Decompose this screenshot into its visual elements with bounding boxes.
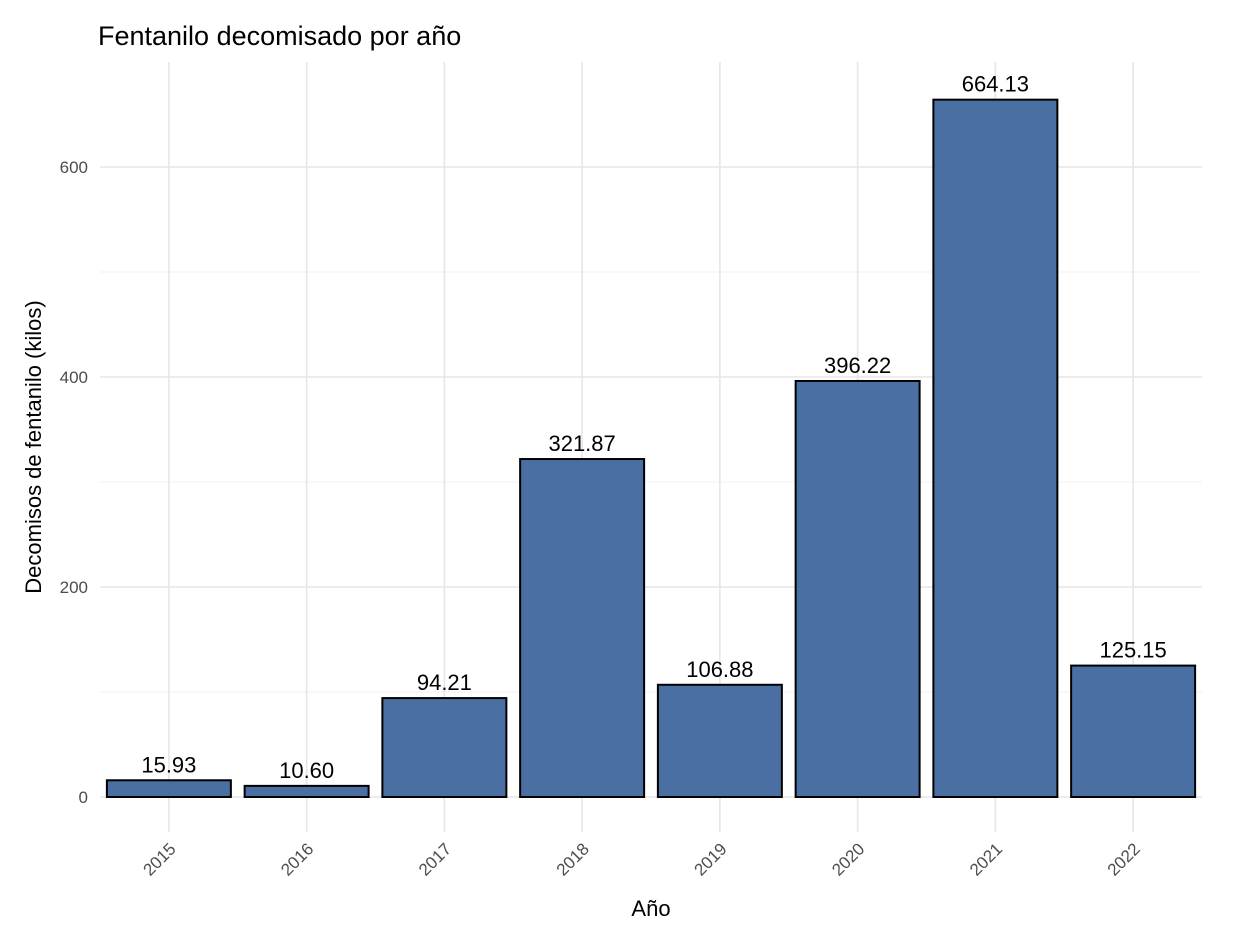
y-tick-label: 600 xyxy=(60,158,88,177)
chart-title: Fentanilo decomisado por año xyxy=(98,21,461,51)
bar-2018 xyxy=(519,458,646,798)
value-label: 321.87 xyxy=(548,431,615,456)
value-label: 106.88 xyxy=(686,657,753,682)
y-axis-ticks: 0 200 400 600 xyxy=(60,158,88,807)
bar-2021 xyxy=(932,98,1059,798)
bar-2016 xyxy=(243,784,370,798)
bar-2017 xyxy=(381,697,508,799)
x-tick-label: 2021 xyxy=(966,839,1006,879)
bar-2019 xyxy=(656,683,783,798)
y-tick-label: 200 xyxy=(60,578,88,597)
x-tick-label: 2019 xyxy=(691,839,731,879)
value-label: 396.22 xyxy=(824,353,891,378)
x-tick-label: 2020 xyxy=(828,839,868,879)
x-tick-label: 2018 xyxy=(553,839,593,879)
value-labels: 15.93 10.60 94.21 321.87 106.88 396.22 664.13 1… xyxy=(141,72,1166,783)
y-tick-label: 0 xyxy=(79,788,88,807)
y-axis-label: Decomisos de fentanilo (kilos) xyxy=(21,300,46,593)
x-tick-label: 2022 xyxy=(1104,839,1144,879)
value-label: 15.93 xyxy=(141,752,196,777)
x-axis-label: Año xyxy=(631,896,670,921)
x-tick-label: 2016 xyxy=(277,839,317,879)
bar-2022 xyxy=(1070,664,1197,799)
value-label: 664.13 xyxy=(962,72,1029,97)
x-axis-ticks: 2015 2016 2017 2018 2019 2020 2021 2022 xyxy=(140,839,1144,879)
x-tick-label: 2015 xyxy=(140,839,180,879)
bars xyxy=(105,98,1197,799)
value-label: 94.21 xyxy=(417,670,472,695)
bar-2015 xyxy=(105,779,232,798)
x-tick-label: 2017 xyxy=(415,839,455,879)
bar-2020 xyxy=(794,379,921,798)
value-label: 10.60 xyxy=(279,758,334,783)
y-tick-label: 400 xyxy=(60,368,88,387)
value-label: 125.15 xyxy=(1099,638,1166,663)
